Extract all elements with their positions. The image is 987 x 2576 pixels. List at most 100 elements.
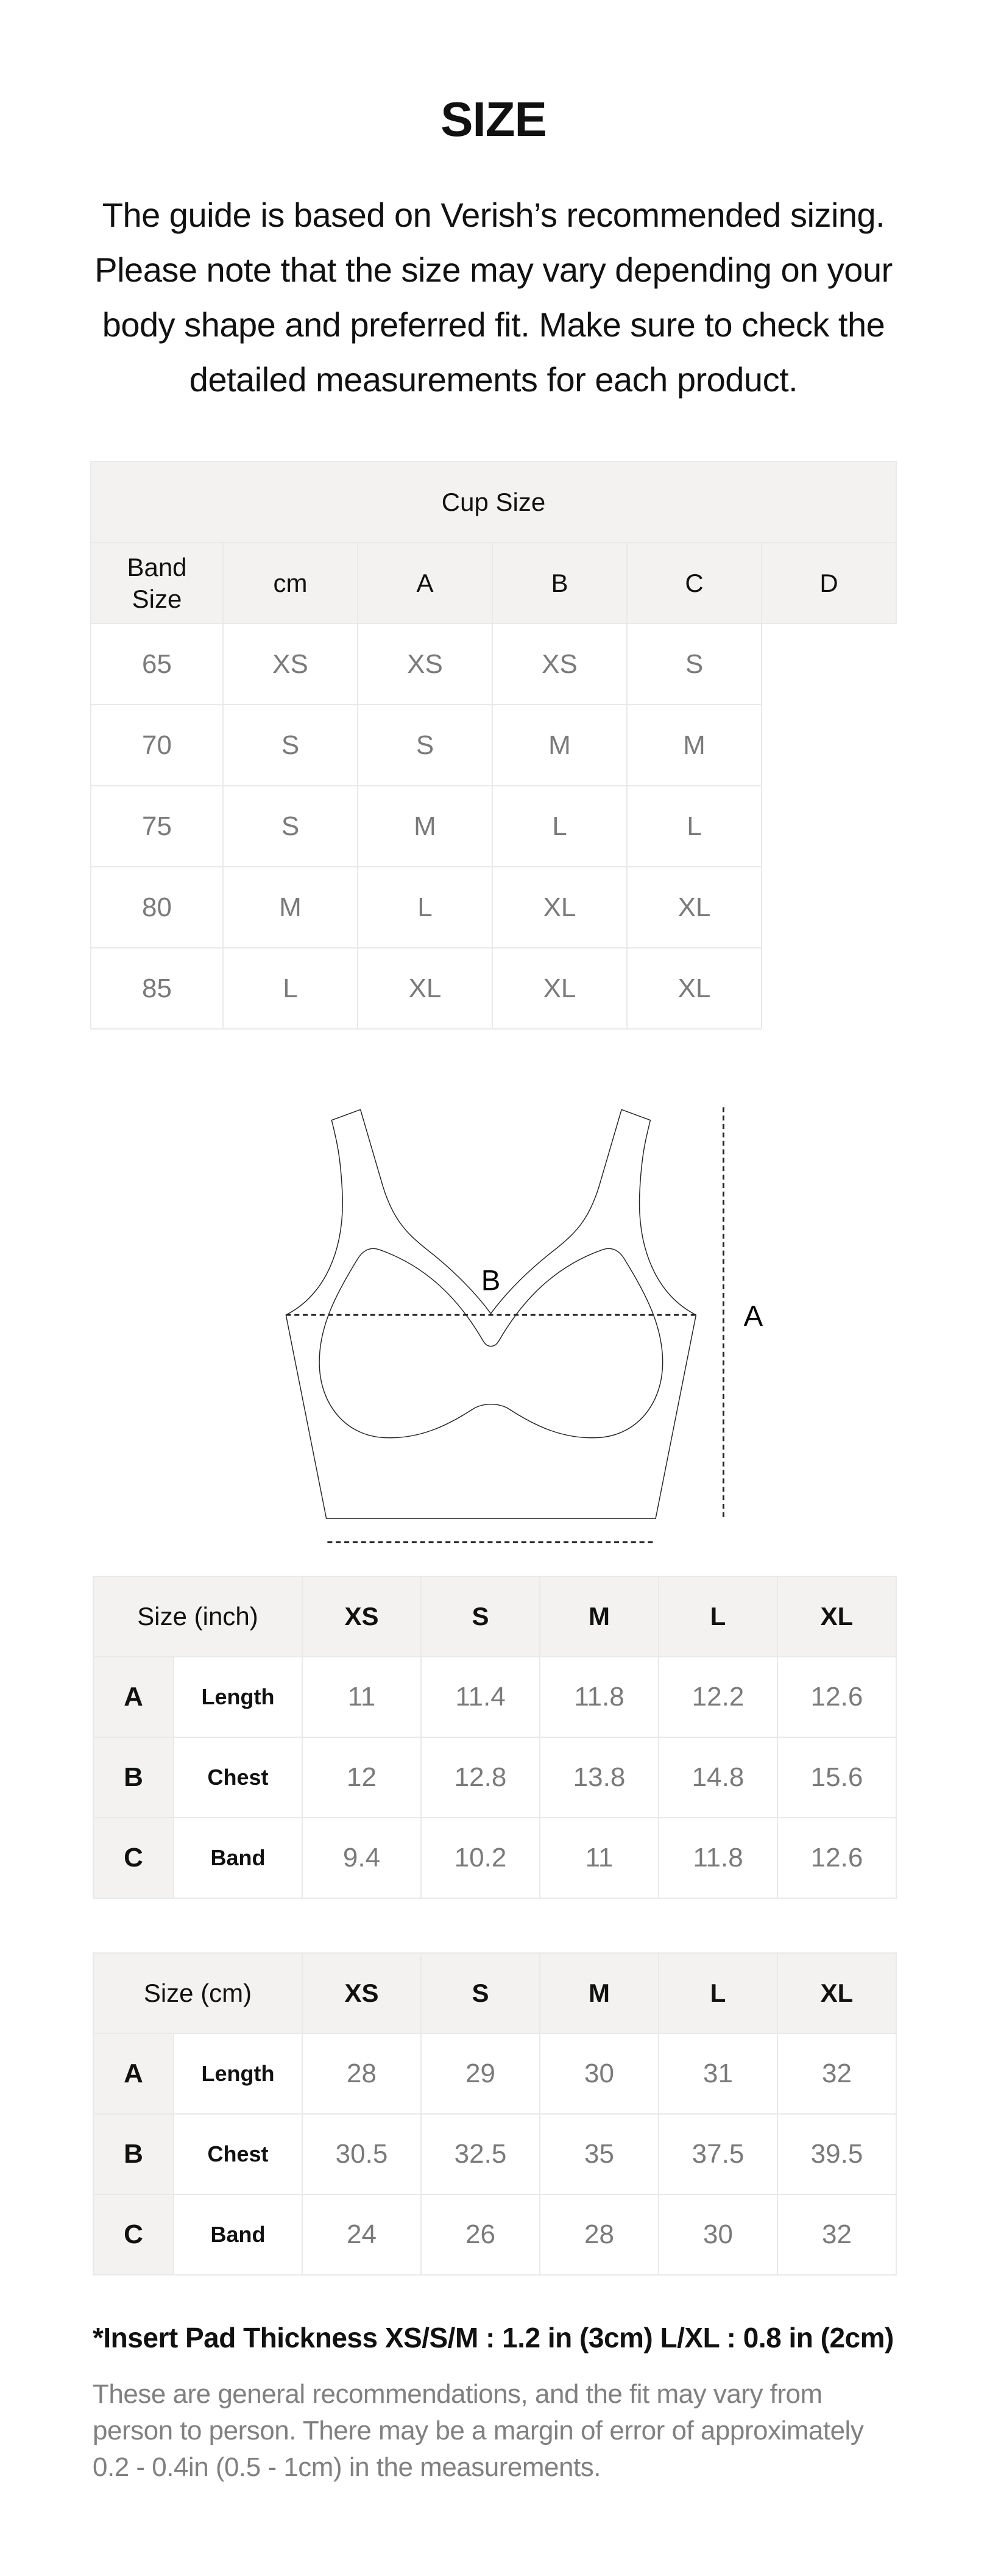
table-row: 65 XS XS XS S — [90, 623, 896, 705]
measurement-value: 13.8 — [539, 1737, 659, 1818]
cup-size-cell: XL — [492, 866, 628, 948]
measurement-label: Length — [173, 2033, 303, 2115]
table-row: B Chest 12 12.8 13.8 14.8 15.6 — [93, 1737, 897, 1818]
table-row: C Band 9.4 10.2 11 11.8 12.6 — [93, 1817, 897, 1899]
cup-size-cell: M — [357, 785, 493, 867]
measurement-value: 15.6 — [777, 1737, 897, 1818]
size-unit-header: Size (inch) — [93, 1576, 303, 1657]
size-column-header: L — [658, 1952, 778, 2034]
cup-size-cell: L — [222, 947, 358, 1030]
size-column-header: L — [658, 1576, 778, 1657]
measurement-value: 28 — [539, 2194, 659, 2275]
cup-outline — [319, 1248, 663, 1439]
measurement-value: 28 — [302, 2033, 422, 2115]
measurement-letter: C — [93, 1817, 174, 1899]
bra-measurement-diagram: B A C — [285, 1107, 763, 1554]
measurement-value: 30.5 — [302, 2113, 422, 2195]
measurement-label: Chest — [173, 2113, 303, 2195]
size-column-header: XL — [777, 1952, 897, 2034]
measurement-value: 30 — [658, 2194, 778, 2275]
measurement-value: 12.2 — [658, 1656, 778, 1738]
cup-size-header: Cup Size — [90, 461, 897, 543]
measurement-value: 12 — [302, 1737, 422, 1818]
label-b: B — [481, 1264, 501, 1297]
measurement-value: 11.8 — [658, 1817, 778, 1899]
band-value: 75 — [90, 785, 224, 867]
measurement-label: Band — [173, 2194, 303, 2275]
measurement-value: 37.5 — [658, 2113, 778, 2195]
table-row: A Length 11 11.4 11.8 12.2 12.6 — [93, 1656, 897, 1738]
cup-size-cell: L — [492, 785, 628, 867]
cup-columns-row: Band Size cm A B C D — [90, 542, 897, 624]
cup-size-cell: S — [222, 785, 358, 867]
size-column-header: S — [420, 1952, 540, 2034]
cup-size-cell: XS — [222, 623, 358, 705]
cup-column-header: A — [357, 542, 493, 624]
measurement-value: 30 — [539, 2033, 659, 2115]
size-unit-header: Size (cm) — [93, 1952, 303, 2034]
measurement-value: 29 — [420, 2033, 540, 2115]
measurement-value: 11 — [302, 1656, 422, 1738]
insert-pad-note: *Insert Pad Thickness XS/S/M : 1.2 in (3… — [93, 2322, 894, 2354]
header-row: Size (inch) XS S M L XL — [93, 1576, 897, 1657]
cup-size-cell: S — [357, 704, 493, 786]
bra-outline — [285, 1109, 697, 1519]
measurement-letter: B — [93, 1737, 174, 1818]
measurement-value: 32.5 — [420, 2113, 540, 2195]
size-column-header: M — [539, 1576, 659, 1657]
table-row: 85 L XL XL XL — [90, 947, 896, 1030]
measurement-value: 12.6 — [777, 1656, 897, 1738]
cup-column-header: C — [626, 542, 762, 624]
measurement-value: 32 — [777, 2194, 897, 2275]
measurement-letter: A — [93, 2033, 174, 2115]
measurement-letter: C — [93, 2194, 174, 2275]
cup-size-cell: XL — [492, 947, 628, 1030]
cup-header-row: Cup Size — [90, 461, 897, 543]
measurement-value: 11 — [539, 1817, 659, 1899]
measurement-value: 35 — [539, 2113, 659, 2195]
measurement-value: 31 — [658, 2033, 778, 2115]
measurement-value: 26 — [420, 2194, 540, 2275]
measurement-label: Length — [173, 1656, 303, 1738]
size-column-header: XS — [302, 1952, 422, 2034]
cup-column-header: B — [492, 542, 628, 624]
band-size-label: Band Size — [90, 542, 224, 624]
table-row: 70 S S M M — [90, 704, 896, 786]
cup-size-cell: L — [357, 866, 493, 948]
cup-size-cell: XL — [626, 947, 762, 1030]
measurement-label: Band — [173, 1817, 303, 1899]
measurement-value: 10.2 — [420, 1817, 540, 1899]
band-value: 65 — [90, 623, 224, 705]
header-row: Size (cm) XS S M L XL — [93, 1952, 897, 2034]
measurement-value: 14.8 — [658, 1737, 778, 1818]
measurement-value: 32 — [777, 2033, 897, 2115]
band-value: 70 — [90, 704, 224, 786]
measurement-value: 24 — [302, 2194, 422, 2275]
cup-size-cell: M — [222, 866, 358, 948]
cup-column-header: D — [760, 542, 897, 624]
cup-size-cell: S — [222, 704, 358, 786]
cup-size-cell: L — [626, 785, 762, 867]
cm-measurement-table: Size (cm) XS S M L XL A Length 28 29 30 31 32 B Chest 3… — [93, 1952, 897, 2275]
band-value: 80 — [90, 866, 224, 948]
measurement-value: 12.6 — [777, 1817, 897, 1899]
cup-size-cell: M — [492, 704, 628, 786]
label-a: A — [744, 1300, 763, 1332]
size-column-header: M — [539, 1952, 659, 2034]
measurement-letter: B — [93, 2113, 174, 2195]
measurement-label: Chest — [173, 1737, 303, 1818]
table-row: C Band 24 26 28 30 32 — [93, 2194, 897, 2275]
cup-size-cell: M — [626, 704, 762, 786]
inch-measurement-table: Size (inch) XS S M L XL A Length 11 11.4 11.8 12.2 1… — [93, 1576, 897, 1899]
cup-size-cell: XS — [492, 623, 628, 705]
intro-text: The guide is based on Verish’s recommend… — [94, 196, 893, 399]
measurement-value: 11.4 — [420, 1656, 540, 1738]
cup-size-table: Cup Size Band Size cm A B C D 65 XS XS XS S 70 S S M… — [90, 461, 897, 1030]
disclaimer-text: These are general recommendations, and t… — [93, 2379, 864, 2482]
cup-size-cell: XL — [626, 866, 762, 948]
cup-size-cell: XL — [357, 947, 493, 1030]
measurement-value: 39.5 — [777, 2113, 897, 2195]
measurement-value: 11.8 — [539, 1656, 659, 1738]
table-row: A Length 28 29 30 31 32 — [93, 2033, 897, 2115]
cup-size-cell: S — [626, 623, 762, 705]
